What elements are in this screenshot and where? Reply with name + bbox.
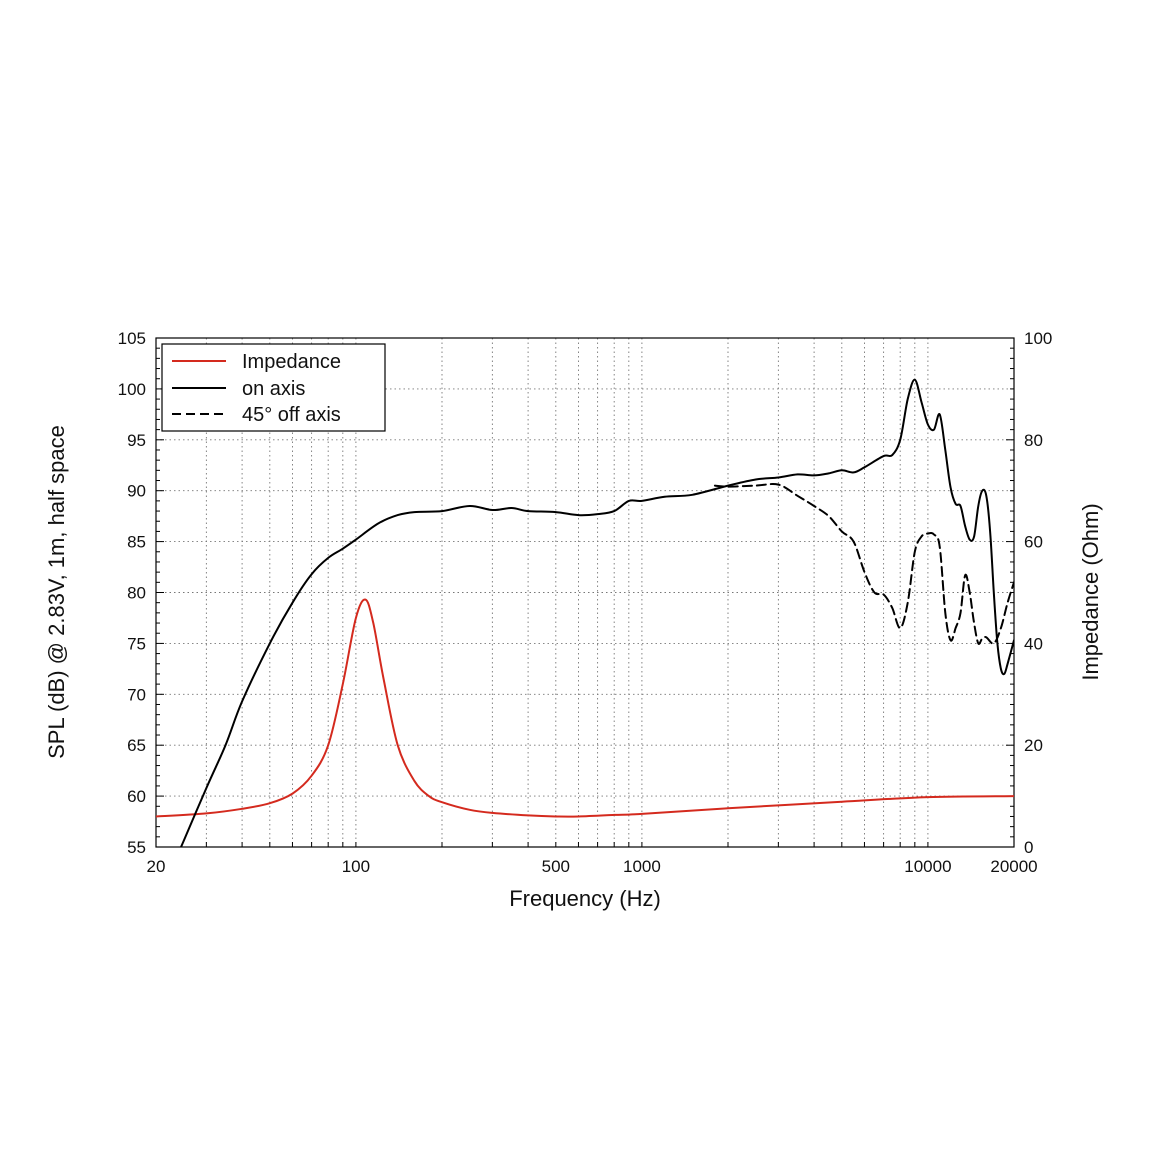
y-tick-label: 75: [127, 634, 146, 653]
x-tick-label: 100: [342, 857, 370, 876]
y-tick-label: 95: [127, 431, 146, 450]
y-tick-label: 85: [127, 533, 146, 552]
grid-lines: [156, 338, 1014, 847]
axis-ticks: 20 100 500 1000 10000 20000556065707580859095…: [118, 329, 1053, 876]
series-lines: [156, 378, 1014, 847]
y2-tick-label: 20: [1024, 736, 1043, 755]
x-tick-label: 10000: [904, 857, 951, 876]
legend-label-on-axis: on axis: [242, 378, 305, 400]
series-line-impedance: [156, 598, 1014, 818]
y-tick-label: 65: [127, 736, 146, 755]
legend-label-off-axis: 45° off axis: [242, 404, 341, 426]
y-tick-label: 90: [127, 482, 146, 501]
x-tick-label: 1000: [623, 857, 661, 876]
y-tick-label: 100: [118, 380, 146, 399]
y2-tick-label: 80: [1024, 431, 1043, 450]
y2-tick-label: 40: [1024, 634, 1043, 653]
legend-label-impedance: Impedance: [242, 351, 341, 373]
y-axis-title: SPL (dB) @ 2.83V, 1m, half space: [44, 425, 69, 759]
y-tick-label: 70: [127, 685, 146, 704]
series-line-on-axis: [179, 378, 1014, 847]
y-tick-label: 105: [118, 329, 146, 348]
y-tick-label: 55: [127, 838, 146, 857]
y2-tick-label: 100: [1024, 329, 1052, 348]
x-tick-label: 20: [147, 857, 166, 876]
x-axis-title: Frequency (Hz): [509, 886, 661, 911]
y2-tick-label: 0: [1024, 838, 1033, 857]
y-tick-label: 80: [127, 584, 146, 603]
y-tick-label: 60: [127, 787, 146, 806]
x-tick-label: 20000: [990, 857, 1037, 876]
series-line-45-off-axis: [713, 482, 1014, 645]
y2-tick-label: 60: [1024, 533, 1043, 552]
x-tick-label: 500: [542, 857, 570, 876]
y2-axis-title: Impedance (Ohm): [1078, 503, 1103, 680]
legend: Impedance on axis 45° off axis: [161, 343, 386, 432]
